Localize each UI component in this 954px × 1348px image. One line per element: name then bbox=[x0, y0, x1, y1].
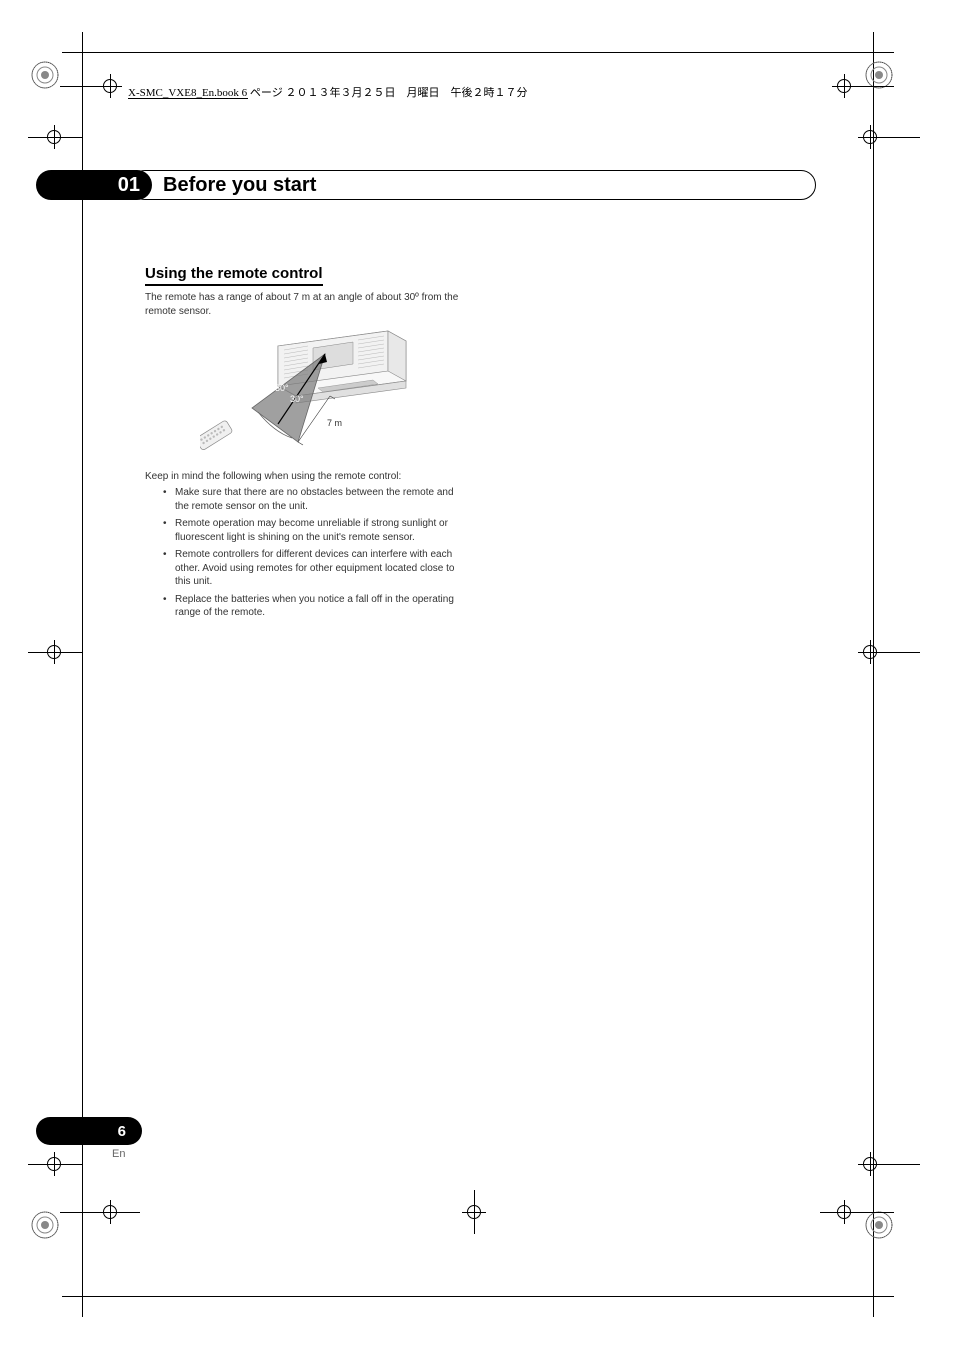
crop-line bbox=[60, 86, 100, 87]
crop-frame-bottom bbox=[82, 1296, 874, 1297]
crop-frame-left bbox=[82, 52, 83, 1296]
crop-tick bbox=[873, 1297, 874, 1317]
crop-frame-top bbox=[82, 52, 874, 53]
crop-line bbox=[28, 1164, 82, 1165]
list-item: Remote operation may become unreliable i… bbox=[163, 517, 463, 544]
crop-line bbox=[28, 137, 82, 138]
crop-tick bbox=[874, 52, 894, 53]
registration-mark-icon bbox=[864, 1210, 894, 1240]
chapter-number-badge: 01 bbox=[36, 170, 152, 200]
language-label: En bbox=[112, 1148, 125, 1160]
chapter-title: Before you start bbox=[130, 170, 816, 200]
crop-line bbox=[28, 652, 82, 653]
angle-label-top: 30° bbox=[275, 383, 289, 393]
registration-mark-icon bbox=[30, 1210, 60, 1240]
crop-tick bbox=[82, 1297, 83, 1317]
intro-paragraph: The remote has a range of about 7 m at a… bbox=[145, 291, 460, 318]
bullet-list: Make sure that there are no obstacles be… bbox=[163, 486, 463, 624]
crop-line bbox=[820, 1212, 894, 1213]
remote-range-diagram: 30° 30° 7 m bbox=[200, 326, 410, 456]
keepinmind-paragraph: Keep in mind the following when using th… bbox=[145, 470, 460, 484]
crop-tick bbox=[873, 32, 874, 52]
list-item: Make sure that there are no obstacles be… bbox=[163, 486, 463, 513]
crop-line bbox=[474, 1190, 475, 1234]
crop-target-icon bbox=[832, 74, 856, 98]
distance-label: 7 m bbox=[327, 418, 342, 428]
crop-target-icon bbox=[98, 74, 122, 98]
section-heading: Using the remote control bbox=[145, 265, 323, 286]
crop-tick bbox=[82, 32, 83, 52]
doc-header-underline bbox=[128, 98, 248, 99]
crop-line bbox=[60, 1212, 140, 1213]
crop-line bbox=[874, 137, 920, 138]
chapter-heading: 01 Before you start bbox=[36, 170, 816, 200]
crop-frame-right bbox=[873, 52, 874, 1296]
angle-label-bottom: 30° bbox=[290, 394, 304, 404]
page-number-badge: 6 bbox=[36, 1117, 142, 1145]
crop-line bbox=[854, 86, 894, 87]
crop-line bbox=[874, 1164, 920, 1165]
crop-tick bbox=[62, 1296, 82, 1297]
list-item: Replace the batteries when you notice a … bbox=[163, 593, 463, 620]
crop-line bbox=[874, 652, 920, 653]
list-item: Remote controllers for different devices… bbox=[163, 548, 463, 589]
registration-mark-icon bbox=[30, 60, 60, 90]
crop-tick bbox=[62, 52, 82, 53]
crop-tick bbox=[874, 1296, 894, 1297]
